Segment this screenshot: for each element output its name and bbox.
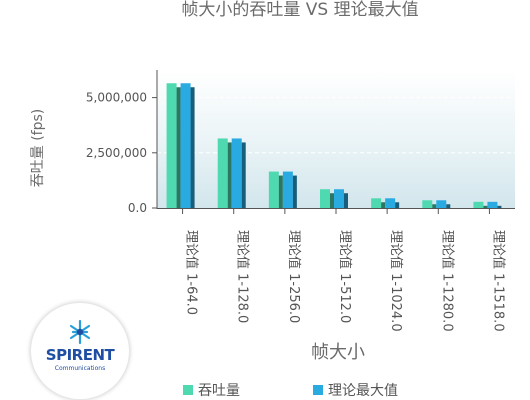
bar-theoretical-max (436, 200, 447, 208)
x-tick-label: 理论值 1-256.0 (286, 230, 302, 323)
bar-theoretical-max (385, 198, 396, 208)
bar-theoretical-max (231, 138, 242, 208)
bar-side-throughput (278, 175, 283, 208)
bar-throughput (320, 189, 330, 208)
bar-side-throughput (483, 205, 488, 208)
bar-side-theoretical-max (446, 204, 451, 208)
logo-wordmark: SPIRENT (45, 346, 115, 364)
bar-theoretical-max (282, 171, 293, 208)
spirent-logo: SPIRENT Communications (30, 302, 130, 400)
x-tick-size: 1-256.0 (286, 273, 301, 323)
bar-side-theoretical-max (241, 142, 246, 208)
bar-throughput (422, 200, 433, 208)
x-tick-size: 1-1024.0 (388, 273, 403, 331)
legend-swatch-throughput (183, 385, 193, 395)
x-tick-size: 1-128.0 (235, 273, 250, 323)
x-tick-prefix: 理论值 (184, 230, 200, 273)
legend-label-throughput: 吞吐量 (198, 383, 240, 399)
bar-throughput (371, 198, 382, 208)
bar-side-throughput (227, 142, 232, 208)
y-tick-label: 0.0 (128, 201, 147, 215)
x-tick-prefix: 理论值 (337, 230, 353, 273)
bar-side-theoretical-max (395, 202, 400, 208)
starburst-icon (69, 319, 91, 345)
y-tick-label: 2,500,000 (86, 146, 147, 160)
legend: 吞吐量 理论最大值 (183, 383, 398, 399)
x-tick-label: 理论值 1-1280.0 (439, 230, 455, 332)
bars (166, 83, 502, 208)
bar-side-theoretical-max (190, 87, 195, 208)
y-axis-label: 吞吐量 (fps) (30, 109, 46, 187)
bar-theoretical-max (180, 83, 191, 208)
bar-side-throughput (432, 204, 437, 208)
x-tick-size: 1-1280.0 (439, 273, 454, 331)
logo-subtitle: Communications (54, 365, 106, 372)
bar-side-theoretical-max (497, 205, 502, 208)
y-tick-label: 5,000,000 (86, 91, 147, 105)
x-axis-label: 帧大小 (311, 342, 365, 363)
bar-throughput (217, 138, 228, 208)
gridlines (157, 97, 515, 154)
bar-theoretical-max (487, 201, 498, 208)
bar-throughput (166, 83, 177, 208)
legend-label-theoretical-max: 理论最大值 (328, 383, 398, 399)
bar-side-throughput (176, 87, 181, 208)
x-tick-label: 理论值 1-64.0 (184, 230, 200, 315)
plot-background (157, 70, 515, 208)
bar-throughput (268, 171, 279, 208)
x-tick-prefix: 理论值 (388, 230, 404, 273)
x-tick-label: 理论值 1-512.0 (337, 230, 353, 323)
bar-throughput (473, 201, 484, 208)
bar-side-theoretical-max (292, 175, 297, 208)
bar-theoretical-max (334, 189, 344, 208)
legend-swatch-theoretical-max (313, 385, 323, 395)
x-tick-size: 1-64.0 (184, 273, 199, 315)
x-tick-size: 1-512.0 (337, 273, 352, 323)
y-tick-labels: 0.0 2,500,000 5,000,000 (86, 91, 157, 215)
bar-side-throughput (381, 202, 386, 208)
bar-side-throughput (330, 193, 334, 208)
x-tick-prefix: 理论值 (490, 230, 506, 273)
x-tick-label: 理论值 1-1518.0 (490, 230, 506, 332)
x-tick-prefix: 理论值 (235, 230, 251, 273)
x-tick-label: 理论值 1-1024.0 (388, 230, 404, 332)
x-tick-size: 1-1518.0 (490, 273, 505, 331)
bar-side-theoretical-max (344, 193, 348, 208)
x-tick-label: 理论值 1-128.0 (235, 230, 251, 323)
x-tick-prefix: 理论值 (286, 230, 302, 273)
x-tick-prefix: 理论值 (439, 230, 455, 273)
chart-title: 帧大小的吞吐量 VS 理论最大值 (181, 0, 418, 20)
